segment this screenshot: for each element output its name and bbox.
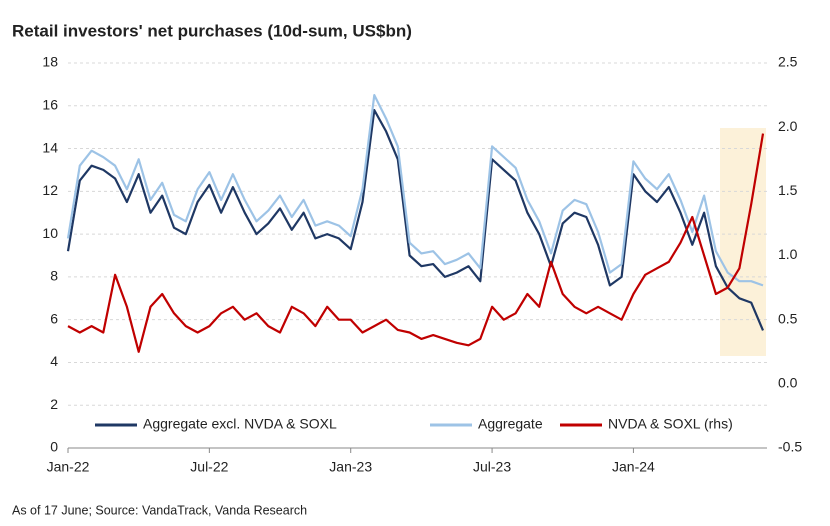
y-tick-label: 18 [42,54,58,70]
y-tick-label: 14 [42,139,58,155]
x-tick-label: Jan-22 [47,459,90,475]
legend-label: Aggregate excl. NVDA & SOXL [143,416,337,432]
x-tick-label: Jul-22 [190,459,228,475]
x-tick-label: Jan-23 [329,459,372,475]
y-tick-label: 10 [42,225,58,241]
y2-tick-label: 2.5 [778,54,798,70]
legend-label: NVDA & SOXL (rhs) [608,416,733,432]
source-note: As of 17 June; Source: VandaTrack, Vanda… [12,503,307,517]
y2-tick-label: 0.5 [778,310,798,326]
y-tick-label: 2 [50,396,58,412]
y2-tick-label: 0.0 [778,375,798,391]
series-line [66,109,765,331]
y-tick-label: 12 [42,182,58,198]
chart-title: Retail investors' net purchases (10d-sum… [12,21,412,40]
series-line [66,94,764,287]
y-tick-label: 6 [50,310,58,326]
x-tick-label: Jan-24 [612,459,655,475]
legend-label: Aggregate [478,416,543,432]
y2-tick-label: 2.0 [778,118,798,134]
y2-tick-label: 1.0 [778,246,798,262]
y-tick-label: 0 [50,439,58,455]
x-tick-label: Jul-23 [473,459,511,475]
y-tick-label: 8 [50,268,58,284]
y-tick-label: 4 [50,353,58,369]
series-line [67,133,765,353]
y-tick-label: 16 [42,96,58,112]
y2-tick-label: -0.5 [778,439,802,455]
y2-tick-label: 1.5 [778,182,798,198]
